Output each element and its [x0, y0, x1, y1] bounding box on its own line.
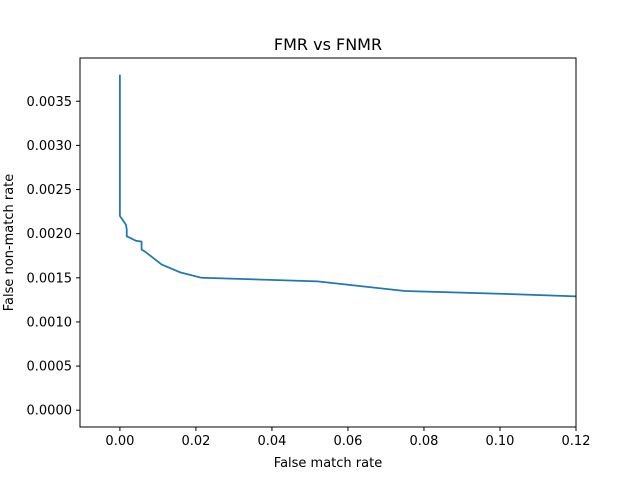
y-tick-label: 0.0020: [27, 227, 73, 242]
y-axis-label: False non-match rate: [2, 174, 17, 312]
series-line-0: [119, 74, 576, 298]
y-tick-label: 0.0035: [27, 95, 73, 110]
x-axis-label: False match rate: [274, 456, 382, 471]
y-tick-label: 0.0025: [27, 183, 73, 198]
y-tick-label: 0.0000: [27, 404, 73, 419]
y-tick-label: 0.0015: [27, 271, 73, 286]
y-axis-ticks: 0.0000 0.0005 0.0010 0.0015 0.0020 0.0025 0.00…: [27, 95, 80, 419]
series-layer: [119, 74, 576, 298]
plot-area-frame: [79, 57, 577, 428]
x-tick-label: 0.02: [181, 434, 210, 449]
x-tick-label: 0.08: [409, 434, 438, 449]
y-tick-label: 0.0005: [27, 360, 73, 375]
chart-title: FMR vs FNMR: [274, 35, 382, 54]
x-axis-ticks: 0.00 0.02 0.04 0.06 0.08 0.10 0.12: [105, 427, 590, 449]
x-tick-label: 0.10: [486, 434, 515, 449]
x-tick-label: 0.12: [562, 434, 591, 449]
y-tick-label: 0.0030: [27, 139, 73, 154]
y-tick-label: 0.0010: [27, 315, 73, 330]
x-tick-label: 0.06: [333, 434, 362, 449]
x-tick-label: 0.00: [105, 434, 134, 449]
x-tick-label: 0.04: [257, 434, 286, 449]
